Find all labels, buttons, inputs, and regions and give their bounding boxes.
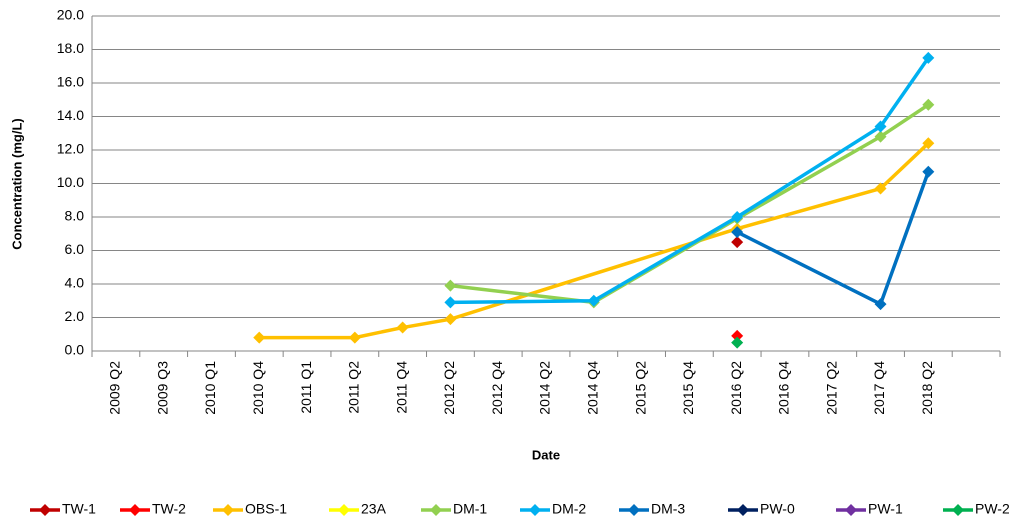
marker: [922, 51, 935, 64]
x-tick-label: 2016 Q2: [728, 361, 744, 415]
y-tick-label: 12.0: [57, 141, 84, 157]
legend-marker: [338, 504, 350, 516]
legend-marker: [952, 504, 964, 516]
marker: [587, 294, 600, 307]
x-tick-label: 2010 Q4: [250, 361, 266, 415]
marker: [731, 329, 744, 342]
y-tick-label: 20.0: [57, 7, 84, 23]
x-tick-label: 2018 Q2: [919, 361, 935, 415]
x-axis-label: Date: [532, 447, 560, 462]
marker: [731, 211, 744, 223]
series-line: [259, 142, 930, 340]
marker: [253, 331, 266, 344]
legend-marker: [39, 504, 51, 516]
marker: [874, 298, 887, 311]
marker: [731, 336, 744, 349]
legend-label: PW-2: [975, 501, 1009, 517]
x-tick-label: 2011 Q1: [298, 361, 314, 414]
x-tick-label: 2009 Q3: [154, 361, 170, 415]
series-line: [450, 103, 930, 305]
y-tick-label: 10.0: [57, 174, 84, 190]
x-tick-label: 2017 Q4: [871, 361, 887, 415]
series-line: [450, 56, 930, 305]
x-tick-label: 2011 Q4: [393, 361, 409, 414]
marker: [444, 296, 457, 309]
legend-marker: [430, 504, 442, 516]
marker: [731, 236, 744, 249]
y-tick-label: 0.0: [65, 342, 85, 358]
y-tick-label: 16.0: [57, 74, 84, 90]
legend-label: DM-3: [651, 501, 685, 517]
y-tick-label: 18.0: [57, 40, 84, 56]
legend-label: DM-2: [552, 501, 586, 517]
marker: [731, 226, 744, 239]
y-tick-label: 2.0: [65, 308, 85, 324]
y-tick-label: 14.0: [57, 107, 84, 123]
marker: [874, 182, 887, 195]
x-tick-label: 2017 Q2: [823, 361, 839, 415]
marker: [874, 130, 887, 143]
x-tick-label: 2016 Q4: [776, 361, 792, 415]
marker: [396, 321, 409, 334]
marker: [444, 279, 457, 292]
marker: [444, 313, 457, 326]
y-axis-label: Concentration (mg/L): [9, 118, 24, 249]
marker: [348, 331, 361, 344]
legend-label: PW-0: [760, 501, 795, 517]
legend-marker: [737, 504, 749, 516]
x-tick-label: 2015 Q2: [632, 361, 648, 415]
x-tick-label: 2015 Q4: [680, 361, 696, 415]
legend-marker: [628, 504, 640, 516]
x-tick-label: 2012 Q2: [441, 361, 457, 415]
y-tick-label: 8.0: [65, 208, 85, 224]
marker: [922, 137, 935, 150]
y-tick-label: 4.0: [65, 275, 85, 291]
x-tick-label: 2011 Q2: [346, 361, 362, 414]
legend-label: PW-1: [868, 501, 903, 517]
legend-label: OBS-1: [245, 501, 287, 517]
legend-marker: [222, 504, 234, 516]
x-tick-label: 2010 Q1: [202, 361, 218, 415]
legend-marker: [129, 504, 141, 516]
x-tick-label: 2012 Q4: [489, 361, 505, 415]
legend-label: 23A: [361, 501, 387, 517]
x-tick-label: 2014 Q4: [584, 361, 600, 415]
legend-label: TW-2: [152, 501, 186, 517]
x-tick-label: 2009 Q2: [107, 361, 123, 415]
legend-marker: [845, 504, 857, 516]
y-tick-label: 6.0: [65, 241, 85, 257]
marker: [874, 120, 887, 133]
legend-label: DM-1: [453, 501, 487, 517]
legend-label: TW-1: [62, 501, 96, 517]
marker: [922, 98, 935, 111]
legend-marker: [529, 504, 541, 516]
x-tick-label: 2014 Q2: [537, 361, 553, 415]
marker: [922, 165, 935, 178]
